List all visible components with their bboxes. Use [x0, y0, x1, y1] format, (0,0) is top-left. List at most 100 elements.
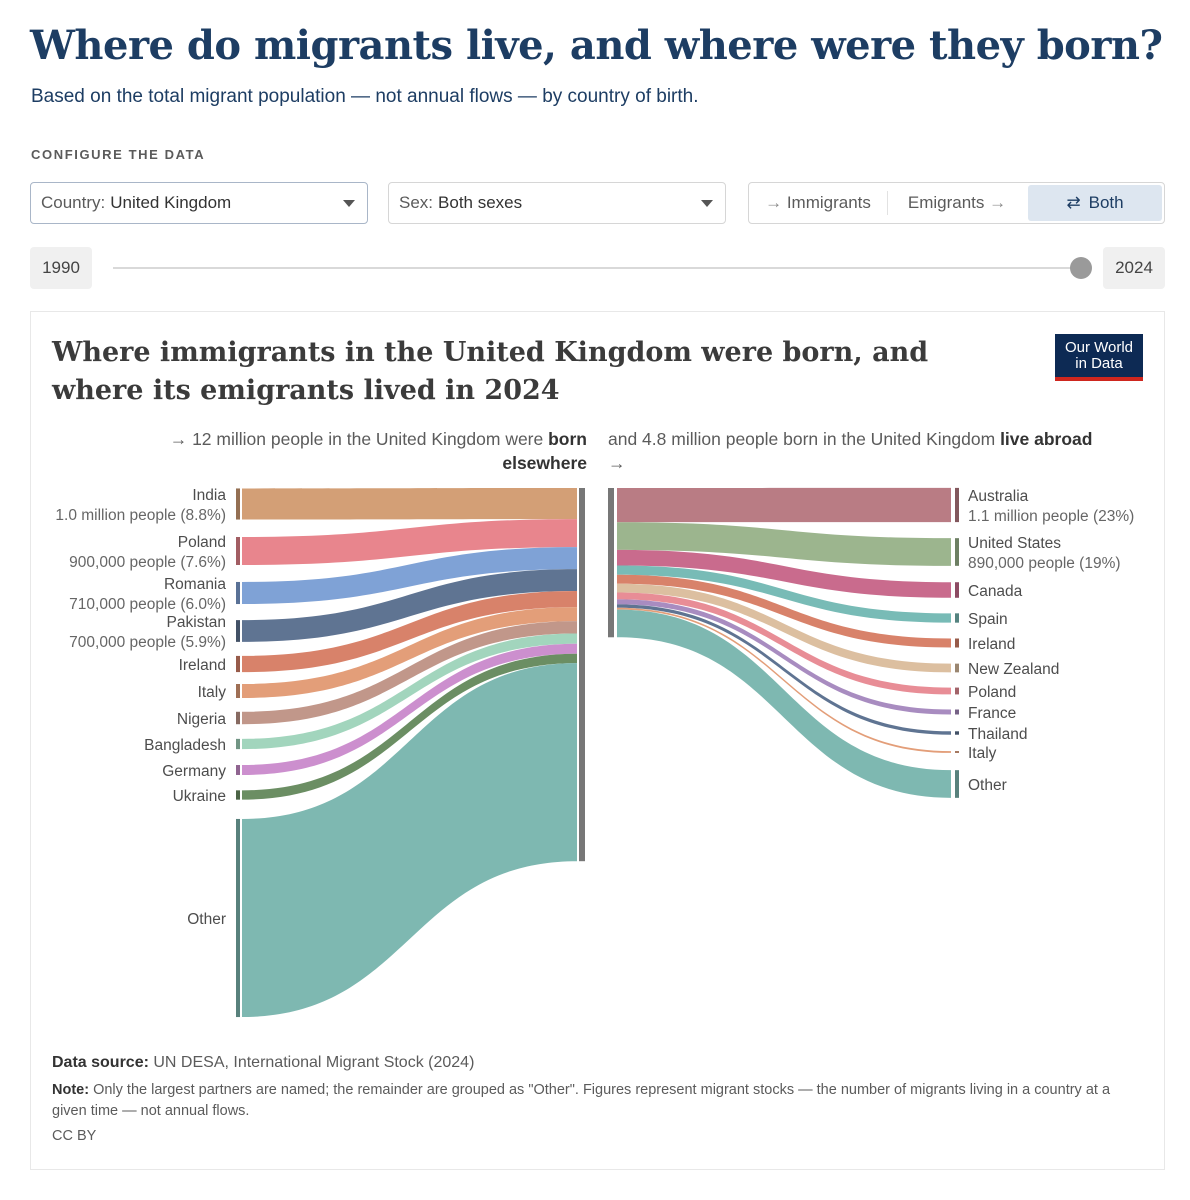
value-emigrants-united-states: 890,000 people (19%) [968, 555, 1121, 572]
direction-toggle: → Immigrants Emigrants → ⇄ Both [748, 182, 1165, 224]
immigrants-header: → 12 million people in the United Kingdo… [100, 427, 587, 475]
marker-emigrants-italy [955, 751, 959, 753]
chart-title: Where immigrants in the United Kingdom w… [52, 337, 929, 406]
label-immigrants-ukraine: Ukraine [173, 788, 226, 805]
marker-immigrants-other [236, 818, 240, 1018]
label-immigrants-other: Other [187, 911, 226, 928]
marker-emigrants-thailand [955, 731, 959, 735]
label-emigrants-poland: Poland [968, 684, 1016, 701]
flow-emigrants-canada[interactable] [617, 549, 951, 598]
label-emigrants-france: France [968, 705, 1016, 722]
flow-emigrants-australia[interactable] [617, 487, 951, 523]
country-dropdown-label: Country: [41, 193, 106, 212]
sex-dropdown-value: Both sexes [438, 193, 523, 212]
page-subtitle: Based on the total migrant population — … [31, 86, 699, 107]
label-immigrants-india: India [192, 487, 226, 504]
data-source-label: Data source: [52, 1054, 149, 1071]
label-emigrants-new-zealand: New Zealand [968, 661, 1059, 678]
flow-immigrants-nigeria[interactable] [242, 621, 577, 725]
year-slider-thumb[interactable] [1070, 257, 1092, 279]
marker-immigrants-ireland [236, 655, 240, 673]
marker-emigrants-united-states [955, 538, 959, 566]
sex-dropdown[interactable]: Sex: Both sexes [388, 182, 726, 224]
note-label: Note: [52, 1082, 90, 1098]
label-immigrants-germany: Germany [162, 763, 226, 780]
flow-emigrants-france[interactable] [617, 599, 951, 715]
start-year-box[interactable]: 1990 [30, 247, 92, 289]
sex-dropdown-label: Sex: [399, 193, 434, 212]
data-source: Data source: UN DESA, International Migr… [52, 1054, 474, 1072]
emigrants-header-text: and 4.8 million people born in the Unite… [608, 429, 1001, 449]
caret-down-icon [343, 199, 355, 207]
marker-immigrants-nigeria [236, 711, 240, 725]
flow-emigrants-other[interactable] [617, 609, 951, 798]
arrow-right-icon: → [984, 193, 1007, 212]
chart-card [30, 311, 1165, 1170]
toggle-both[interactable]: ⇄ Both [1028, 185, 1162, 221]
toggle-immigrants-label: Immigrants [786, 193, 871, 212]
caret-down-icon [701, 199, 713, 207]
flow-emigrants-new-zealand[interactable] [617, 583, 951, 673]
label-emigrants-spain: Spain [968, 611, 1008, 628]
immigrants-node [579, 488, 585, 862]
logo-line-1: Our World [1064, 339, 1134, 356]
flow-emigrants-italy[interactable] [617, 607, 951, 753]
emigrants-header: and 4.8 million people born in the Unite… [608, 427, 1168, 475]
license[interactable]: CC BY [52, 1128, 97, 1144]
marker-emigrants-canada [955, 582, 959, 598]
label-emigrants-australia: Australia [968, 488, 1029, 505]
label-emigrants-canada: Canada [968, 583, 1023, 600]
marker-immigrants-ukraine [236, 790, 240, 800]
label-immigrants-bangladesh: Bangladesh [144, 737, 226, 754]
label-emigrants-ireland: Ireland [968, 636, 1015, 653]
owid-logo[interactable]: Our World in Data [1055, 334, 1143, 381]
flow-emigrants-ireland[interactable] [617, 574, 951, 648]
flow-emigrants-united-states[interactable] [617, 522, 951, 566]
immigrants-header-text: → 12 million people in the United Kingdo… [169, 429, 549, 449]
flow-emigrants-thailand[interactable] [617, 604, 951, 735]
label-emigrants-other: Other [968, 777, 1007, 794]
logo-line-2: in Data [1075, 355, 1123, 372]
page-title: Where do migrants live, and where were t… [30, 22, 1163, 69]
flow-emigrants-spain[interactable] [617, 565, 951, 623]
label-immigrants-ireland: Ireland [179, 657, 226, 674]
value-immigrants-poland: 900,000 people (7.6%) [69, 554, 226, 571]
country-dropdown-value: United Kingdom [110, 193, 232, 212]
end-year-box[interactable]: 2024 [1103, 247, 1165, 289]
marker-emigrants-new-zealand [955, 663, 959, 673]
marker-immigrants-bangladesh [236, 738, 240, 750]
toggle-immigrants[interactable]: → Immigrants [749, 191, 888, 215]
flow-emigrants-poland[interactable] [617, 592, 951, 695]
flow-immigrants-other[interactable] [242, 663, 577, 1018]
flow-immigrants-india[interactable] [242, 488, 577, 520]
configure-data-label: CONFIGURE THE DATA [31, 147, 206, 162]
year-slider-track[interactable] [113, 267, 1081, 269]
marker-immigrants-romania [236, 581, 240, 605]
marker-emigrants-other [955, 770, 959, 798]
flow-immigrants-ukraine[interactable] [242, 653, 577, 800]
label-immigrants-poland: Poland [178, 534, 226, 551]
marker-emigrants-ireland [955, 638, 959, 648]
immigrants-header-bold: born elsewhere [502, 429, 587, 473]
marker-immigrants-pakistan [236, 620, 240, 642]
label-emigrants-italy: Italy [968, 745, 997, 762]
flow-immigrants-bangladesh[interactable] [242, 633, 577, 750]
swap-arrows-icon: ⇄ [1066, 193, 1081, 212]
note-text: Only the largest partners are named; the… [52, 1082, 1111, 1119]
flow-immigrants-germany[interactable] [242, 643, 577, 775]
marker-emigrants-australia [955, 487, 959, 523]
marker-immigrants-poland [236, 537, 240, 565]
toggle-emigrants[interactable]: Emigrants → [888, 183, 1026, 223]
toggle-both-label: Both [1088, 193, 1124, 212]
flow-immigrants-ireland[interactable] [242, 590, 577, 673]
label-immigrants-nigeria: Nigeria [177, 711, 226, 728]
country-dropdown[interactable]: Country: United Kingdom [30, 182, 368, 224]
label-emigrants-thailand: Thailand [968, 726, 1027, 743]
data-source-text: UN DESA, International Migrant Stock (20… [148, 1054, 475, 1071]
flow-immigrants-romania[interactable] [242, 547, 577, 605]
flow-immigrants-italy[interactable] [242, 607, 577, 698]
toggle-emigrants-label: Emigrants [907, 193, 985, 212]
flow-immigrants-pakistan[interactable] [242, 569, 577, 642]
flow-immigrants-poland[interactable] [242, 519, 577, 565]
emigrants-node [608, 488, 614, 638]
